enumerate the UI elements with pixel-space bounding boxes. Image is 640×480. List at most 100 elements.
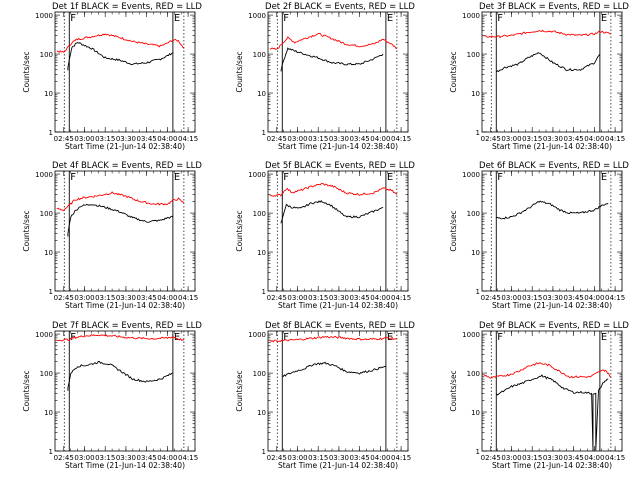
y-tick-label: 1 [476,288,480,296]
series-line-events [282,361,386,377]
x-tick-label: 04:15 [605,454,625,462]
x-tick-label: 02:45 [267,294,287,302]
y-tick-label: 1 [476,129,480,137]
x-tick-label: 03:30 [329,135,349,143]
plot-frame [267,11,409,133]
marker-label: F [283,172,289,183]
x-tick-label: 03:15 [95,454,115,462]
marker-label: E [387,172,393,183]
y-axis-label: Counts/sec [22,370,31,411]
x-tick-label: 02:45 [54,294,74,302]
chart-panel: Det 5f BLACK = Events, RED = LLD Counts/s… [235,161,415,310]
x-tick-label: 03:45 [350,135,370,143]
x-tick-label: 03:00 [501,294,521,302]
x-tick-label: 03:45 [564,294,584,302]
series-line-events [496,200,609,220]
series-line-lld [269,335,397,343]
marker-label: F [70,172,76,183]
chart-panel: Det 6f BLACK = Events, RED = LLD Counts/s… [449,161,629,310]
y-tick-label: 10 [471,90,480,98]
x-tick-label: 03:15 [522,454,542,462]
chart-panel: Det 3f BLACK = Events, RED = LLD Counts/s… [449,2,629,151]
y-tick-label: 1 [262,129,266,137]
marker-label: E [387,13,393,24]
x-axis-label: Start Time (21-Jun-14 02:38:40) [278,301,398,310]
x-tick-label: 04:15 [178,294,198,302]
y-tick-label: 1000 [35,171,53,179]
x-tick-label: 03:00 [501,454,521,462]
marker-label: F [497,13,503,24]
x-tick-label: 04:15 [178,135,198,143]
y-tick-label: 1000 [462,171,480,179]
x-tick-label: 04:00 [157,294,177,302]
y-tick-label: 1000 [248,331,266,339]
x-axis-label: Start Time (21-Jun-14 02:38:40) [65,142,185,151]
x-tick-label: 03:30 [329,454,349,462]
series-line-events [495,52,601,73]
chart-title: Det 1f BLACK = Events, RED = LLD [52,2,202,12]
x-tick-label: 02:45 [267,135,287,143]
x-tick-label: 03:45 [564,135,584,143]
x-tick-label: 04:15 [391,135,411,143]
x-tick-label: 04:00 [157,135,177,143]
y-tick-label: 1 [476,448,480,456]
x-tick-label: 03:45 [350,294,370,302]
x-tick-label: 03:45 [137,454,157,462]
y-axis-label: Counts/sec [235,51,244,92]
y-tick-label: 100 [467,210,480,218]
y-tick-label: 10 [44,249,53,257]
y-tick-label: 100 [40,210,53,218]
x-tick-label: 04:15 [178,454,198,462]
x-tick-label: 03:15 [308,135,328,143]
x-tick-label: 02:45 [54,454,74,462]
x-tick-label: 02:45 [54,135,74,143]
x-tick-label: 03:30 [543,454,563,462]
x-tick-label: 03:30 [116,294,136,302]
marker-label: F [497,172,503,183]
chart-title: Det 7f BLACK = Events, RED = LLD [52,321,202,331]
x-tick-label: 04:15 [605,294,625,302]
y-tick-label: 100 [253,51,266,59]
x-tick-label: 03:15 [308,294,328,302]
x-tick-label: 04:00 [584,454,604,462]
chart-panel: Det 1f BLACK = Events, RED = LLD Counts/s… [22,2,202,151]
series-line-lld [56,191,185,212]
chart-title: Det 2f BLACK = Events, RED = LLD [265,2,415,12]
chart-title: Det 6f BLACK = Events, RED = LLD [479,161,629,171]
x-tick-label: 04:00 [370,454,390,462]
y-tick-label: 1000 [35,12,53,20]
x-tick-label: 04:15 [605,135,625,143]
marker-label: E [174,172,180,183]
x-tick-label: 04:00 [584,294,604,302]
chart-title: Det 8f BLACK = Events, RED = LLD [265,321,415,331]
marker-label: F [497,332,503,343]
chart-panel: Det 8f BLACK = Events, RED = LLD Counts/s… [235,321,415,470]
y-tick-label: 100 [467,370,480,378]
y-tick-label: 1 [49,129,53,137]
marker-label: F [70,332,76,343]
chart-title: Det 3f BLACK = Events, RED = LLD [479,2,629,12]
plot-frame [54,170,196,292]
y-tick-label: 10 [44,409,53,417]
plot-frame [54,330,196,452]
chart-panel: Det 9f BLACK = Events, RED = LLD Counts/s… [449,321,629,470]
x-axis-label: Start Time (21-Jun-14 02:38:40) [65,461,185,470]
series-line-lld [483,362,612,379]
plot-frame [267,170,409,292]
marker-label: E [174,13,180,24]
chart-title: Det 4f BLACK = Events, RED = LLD [52,161,202,171]
y-tick-label: 1000 [35,331,53,339]
x-tick-label: 03:00 [74,454,94,462]
marker-label: E [174,332,180,343]
y-axis-label: Counts/sec [22,210,31,251]
x-tick-label: 04:00 [584,135,604,143]
marker-label: E [601,332,607,343]
marker-label: E [387,332,393,343]
x-tick-label: 04:00 [370,135,390,143]
y-tick-label: 1000 [248,12,266,20]
y-axis-label: Counts/sec [235,370,244,411]
x-axis-label: Start Time (21-Jun-14 02:38:40) [278,142,398,151]
x-tick-label: 04:15 [391,454,411,462]
x-tick-label: 03:15 [522,135,542,143]
